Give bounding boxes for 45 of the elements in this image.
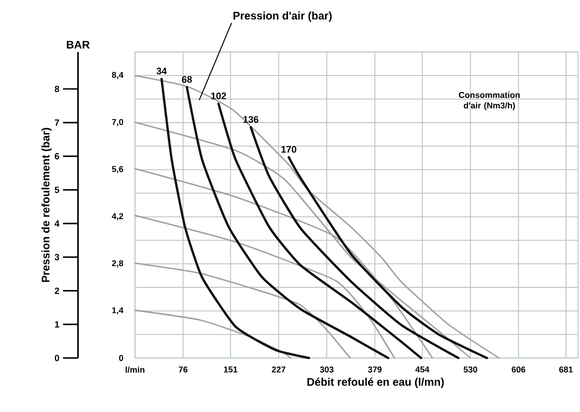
y-tick-label: 1 bbox=[55, 321, 60, 328]
line-series bbox=[217, 102, 422, 360]
y2-tick-label: 4,2 bbox=[112, 213, 124, 220]
y2-tick-label: 2,8 bbox=[112, 260, 124, 268]
line-series bbox=[160, 78, 310, 360]
x-tick-label: 606 bbox=[512, 366, 526, 373]
y2-tick-label: 7,0 bbox=[112, 119, 124, 126]
y-tick-label: 7 bbox=[54, 120, 60, 126]
y-tick-label: 3 bbox=[54, 254, 60, 260]
series-label: 34 bbox=[156, 68, 167, 74]
x-tick-label: 379 bbox=[368, 366, 382, 373]
line-series bbox=[250, 126, 460, 360]
x-tick-label: 681 bbox=[559, 366, 573, 373]
line-series bbox=[288, 156, 488, 360]
line-series bbox=[186, 86, 390, 360]
y-tick-label: 0 bbox=[54, 354, 60, 362]
x-axis-title: Débit refoulé en eau (l/mn) bbox=[307, 378, 444, 388]
series-label: 136 bbox=[244, 116, 258, 123]
series-label: 170 bbox=[281, 146, 296, 153]
y-tick-label: 8 bbox=[54, 86, 60, 92]
y-tick-label: 4 bbox=[54, 220, 60, 227]
x-tick-label: l/min bbox=[126, 366, 144, 373]
line-series bbox=[134, 310, 292, 359]
y-tick-label: 2 bbox=[54, 288, 60, 294]
annotation: Consommation d'air (Nm3/h) bbox=[458, 92, 520, 110]
y-axis-title: Pression de refoulement (bar) bbox=[41, 128, 52, 282]
y2-tick-label: 0 bbox=[119, 355, 124, 361]
x-tick-label: 303 bbox=[320, 366, 334, 373]
y-tick-label: 5 bbox=[54, 186, 60, 193]
line-series bbox=[134, 262, 351, 359]
y-tick-label: 6 bbox=[54, 153, 60, 160]
series-label: 68 bbox=[182, 76, 192, 83]
y2-tick-label: 8,4 bbox=[112, 72, 124, 80]
text: BAR bbox=[66, 40, 90, 48]
line-series bbox=[134, 214, 396, 359]
text: Pression d'air (bar) bbox=[234, 12, 332, 22]
x-tick-label: 76 bbox=[178, 366, 188, 373]
y2-tick-label: 1,4 bbox=[112, 307, 124, 314]
x-tick-label: 151 bbox=[224, 366, 238, 372]
line-series bbox=[134, 122, 472, 359]
x-tick-label: 530 bbox=[464, 366, 478, 373]
series-label: 102 bbox=[211, 92, 226, 100]
x-tick-label: 227 bbox=[272, 366, 286, 372]
x-tick-label: 454 bbox=[415, 366, 430, 372]
y2-tick-label: 5,6 bbox=[112, 166, 124, 174]
